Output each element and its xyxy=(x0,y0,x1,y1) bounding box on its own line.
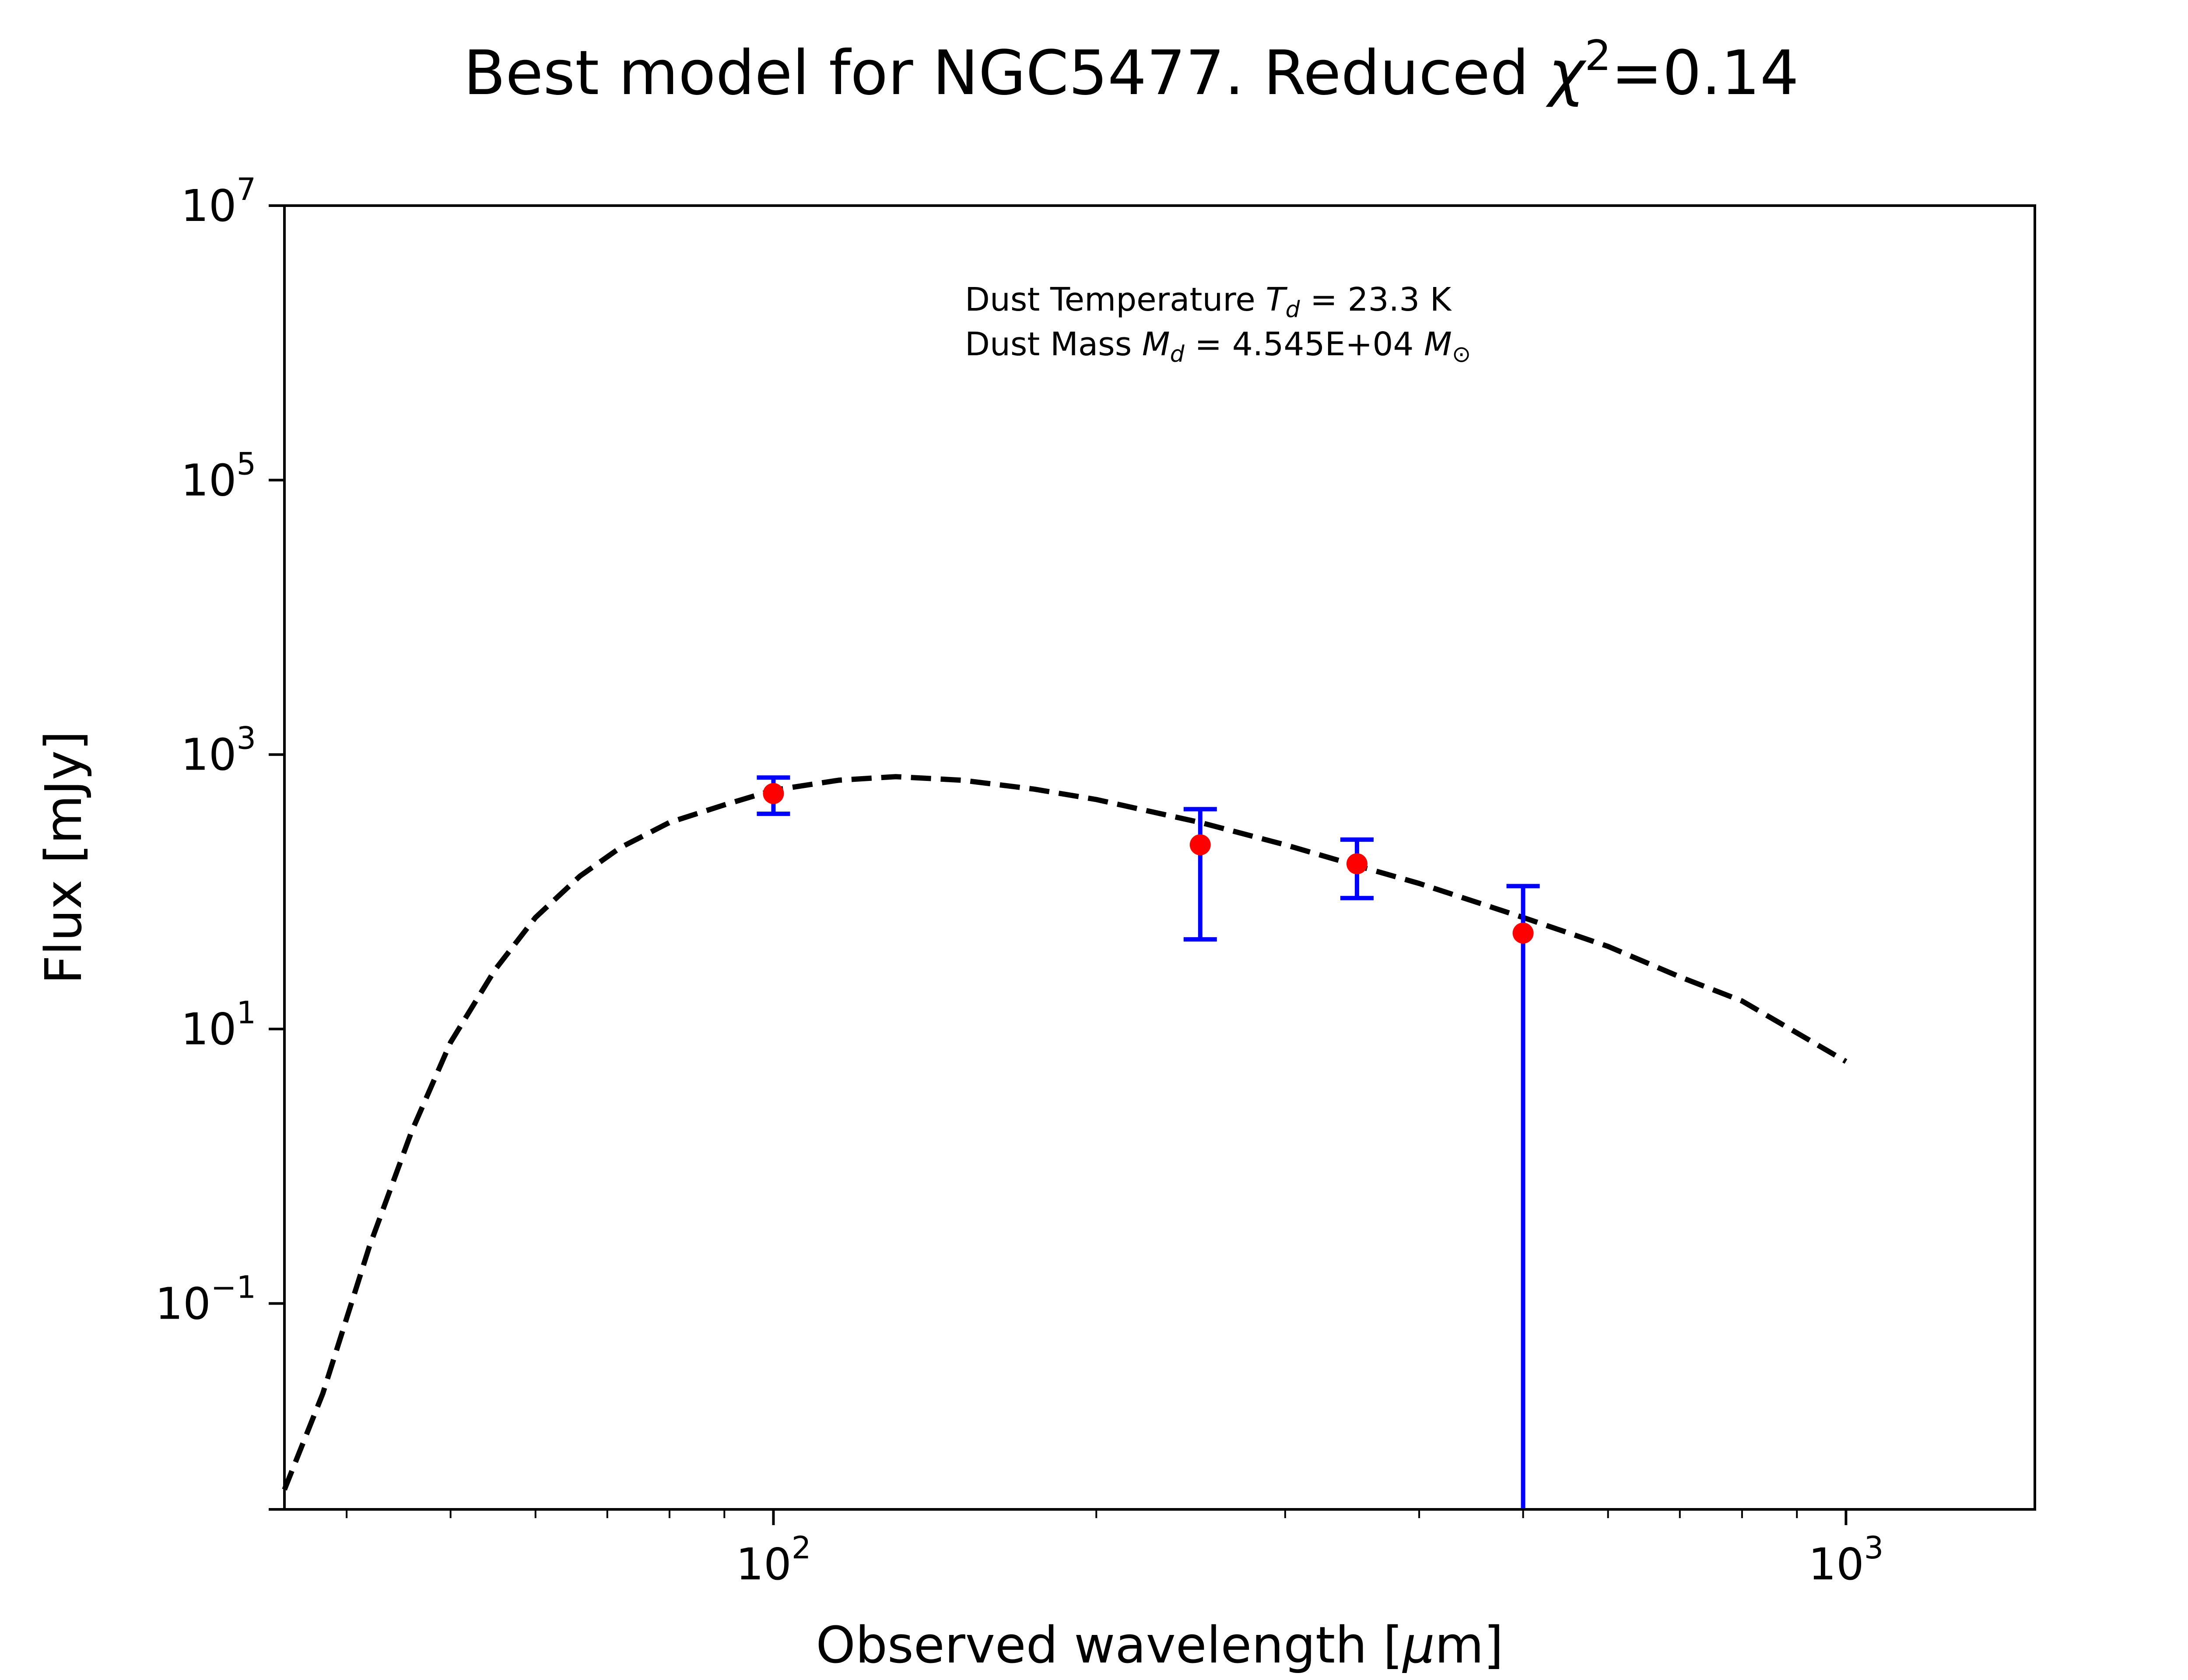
y-tick-label-3: 103 xyxy=(181,721,256,780)
model-curve-line xyxy=(282,774,1848,1491)
plot-area xyxy=(282,774,1848,1509)
x-axis: 102 103 xyxy=(346,1509,1884,1590)
y-tick-label-1: 10−1 xyxy=(155,1269,256,1329)
x-tick-label-2: 103 xyxy=(1809,1530,1884,1590)
data-point-2 xyxy=(1189,834,1211,855)
dust-temperature-annotation: Dust Temperature Td = 23.3 K xyxy=(965,281,1452,323)
data-point-3 xyxy=(1346,853,1368,875)
data-point-4 xyxy=(1512,922,1534,944)
y-tick-label-2: 101 xyxy=(181,995,256,1055)
y-axis-label: Flux [mJy] xyxy=(35,731,93,984)
plot-frame xyxy=(283,204,2036,1511)
data-point-1 xyxy=(763,783,784,804)
y-tick-label-4: 105 xyxy=(181,446,256,506)
y-tick-label-5: 107 xyxy=(181,172,256,231)
chart-title: Best model for NGC5477. Reduced χ2=0.14 xyxy=(463,32,1799,109)
x-axis-label: Observed wavelength [μm] xyxy=(816,1616,1503,1675)
x-tick-label-1: 102 xyxy=(736,1530,811,1590)
dust-mass-annotation: Dust Mass Md = 4.545E+04 M⊙ xyxy=(965,326,1471,368)
y-axis: 10−1 101 103 105 107 xyxy=(155,172,284,1511)
